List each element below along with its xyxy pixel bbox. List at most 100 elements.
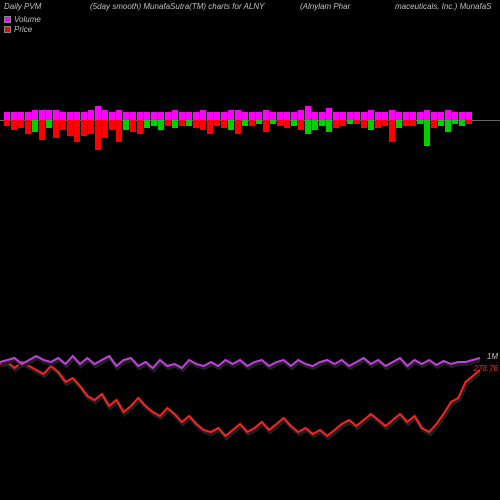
bar-bottom [214,120,220,126]
bar-top [424,110,430,120]
legend-volume-row: Volume [4,14,41,24]
legend-price-label: Price [14,25,32,34]
bar-top [193,112,199,120]
bar-top [60,112,66,120]
bar-top [333,112,339,120]
bar-bottom [235,120,241,134]
bar-top [95,106,101,120]
bar-top [46,110,52,120]
line-shadow [1,364,480,438]
bar-bottom [137,120,143,134]
bar-bottom [116,120,122,142]
bar-bottom [144,120,150,128]
bar-bottom [354,120,360,124]
bar-bottom [172,120,178,128]
bar-bottom [95,120,101,150]
bar-bottom [424,120,430,146]
bar-bottom [249,120,255,126]
bar-bottom [123,120,129,130]
bar-top [445,110,451,120]
bar-top [32,110,38,120]
bar-top [354,112,360,120]
bar-top [137,112,143,120]
bar-top [207,112,213,120]
bar-top [88,110,94,120]
chart-container: Daily PVM (5day smooth) MunafaSutra(TM) … [0,0,500,500]
bar-top [389,110,395,120]
bar-top [431,112,437,120]
bar-bottom [158,120,164,130]
bar-top [186,112,192,120]
bar-bottom [53,120,59,138]
bar-top [144,112,150,120]
bar-bottom [326,120,332,132]
bar-bottom [102,120,108,138]
header-left: Daily PVM [4,2,41,11]
bar-bottom [200,120,206,130]
legend-volume-box [4,16,11,23]
bar-top [298,110,304,120]
bar-top [466,112,472,120]
bar-bottom [46,120,52,128]
bar-bottom [18,120,24,128]
header-mid2: (Alnylam Phar [300,2,350,11]
bar-bottom [11,120,17,130]
bar-top [263,110,269,120]
price-line-label: 278.76 [474,364,498,373]
bar-top [382,112,388,120]
bar-top [312,112,318,120]
header-right: maceuticals, Inc.) MunafaS [395,2,491,11]
bar-bottom [361,120,367,128]
bar-bottom [452,120,458,124]
legend-price-box [4,26,11,33]
bar-bottom [277,120,283,126]
line-svg [0,320,480,470]
bar-bottom [74,120,80,142]
bar-bottom [165,120,171,126]
bar-top [165,112,171,120]
bar-bottom [207,120,213,134]
bar-bottom [319,120,325,126]
bar-top [375,112,381,120]
bar-top [228,110,234,120]
bar-bottom [81,120,87,136]
volume-bar-chart [0,80,480,160]
bar-top [242,112,248,120]
legend-price-row: Price [4,24,41,34]
bar-top [25,112,31,120]
bar-bottom [60,120,66,130]
chart-header: Daily PVM (5day smooth) MunafaSutra(TM) … [0,2,500,16]
bar-bottom [417,120,423,124]
bar-top [11,112,17,120]
bar-bottom [431,120,437,128]
bar-top [74,112,80,120]
bar-top [249,112,255,120]
volume-line-label: 1M [487,352,498,361]
bar-bottom [382,120,388,126]
bar-bottom [151,120,157,126]
bar-top [4,112,10,120]
bar-top [116,110,122,120]
bar-top [403,112,409,120]
bar-bottom [396,120,402,128]
bar-top [368,110,374,120]
bar-top [179,112,185,120]
bar-top [347,112,353,120]
bar-top [256,112,262,120]
bar-top [53,110,59,120]
line-chart: 1M 278.76 [0,320,500,470]
bar-top [291,112,297,120]
bar-top [305,106,311,120]
bar-bottom [459,120,465,126]
bar-top [459,112,465,120]
bar-bottom [228,120,234,130]
bar-top [123,112,129,120]
bar-bottom [130,120,136,132]
bar-top [270,112,276,120]
bar-bottom [375,120,381,128]
bar-bottom [25,120,31,134]
bar-bottom [270,120,276,124]
bar-bottom [221,120,227,128]
bar-top [340,112,346,120]
bar-bottom [256,120,262,124]
